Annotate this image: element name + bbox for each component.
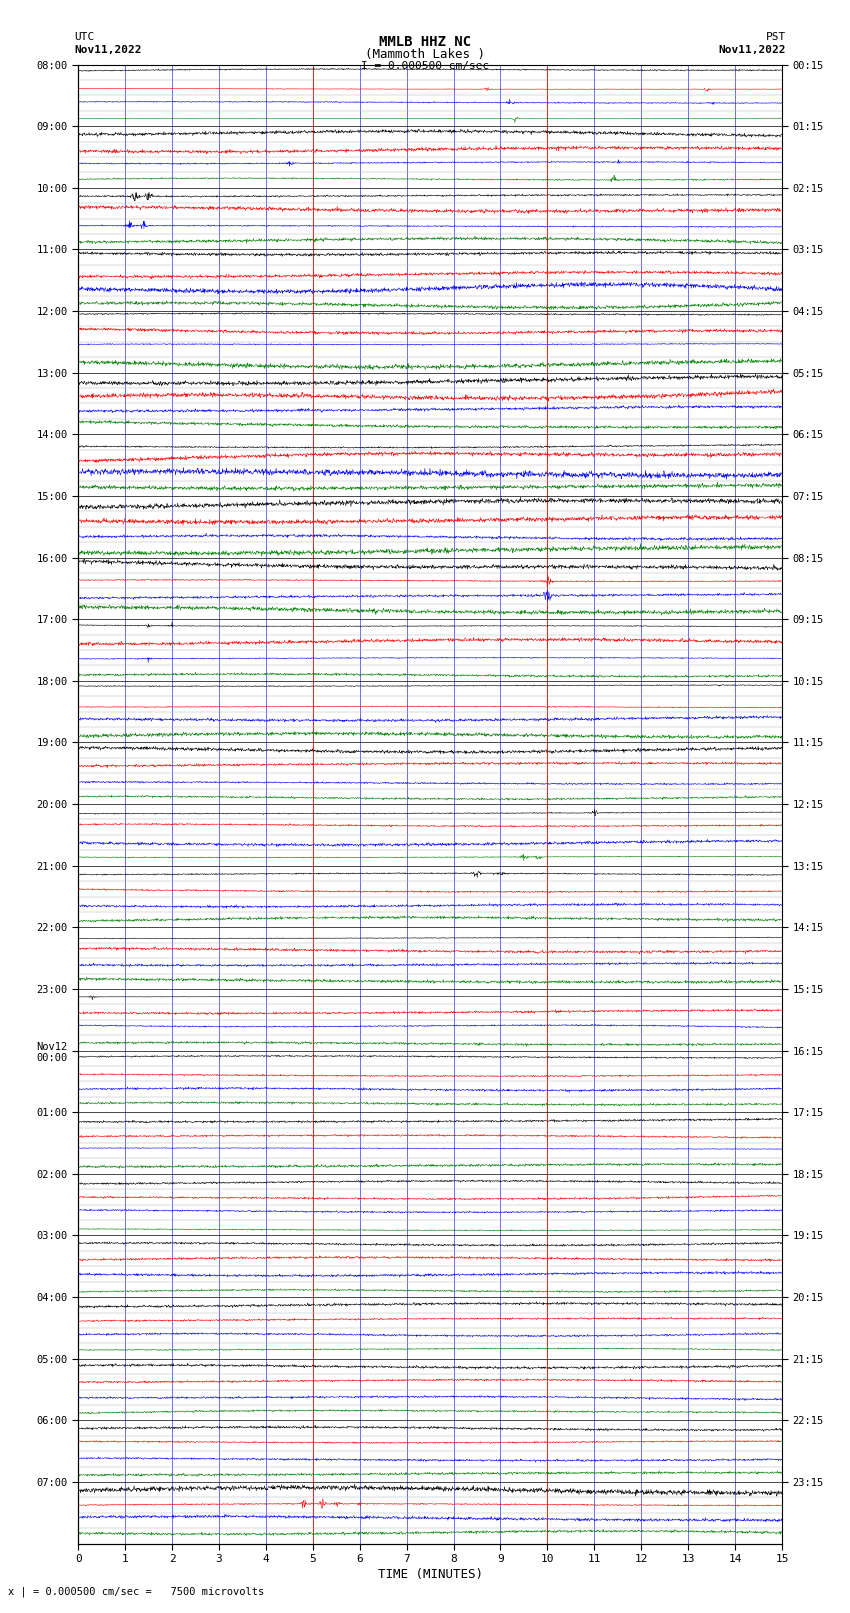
Text: Nov11,2022: Nov11,2022	[719, 45, 786, 55]
Text: UTC: UTC	[74, 32, 94, 42]
Text: I = 0.000500 cm/sec: I = 0.000500 cm/sec	[361, 61, 489, 71]
X-axis label: TIME (MINUTES): TIME (MINUTES)	[377, 1568, 483, 1581]
Text: (Mammoth Lakes ): (Mammoth Lakes )	[365, 48, 485, 61]
Text: PST: PST	[766, 32, 786, 42]
Text: Nov11,2022: Nov11,2022	[74, 45, 141, 55]
Text: MMLB HHZ NC: MMLB HHZ NC	[379, 35, 471, 50]
Text: x | = 0.000500 cm/sec =   7500 microvolts: x | = 0.000500 cm/sec = 7500 microvolts	[8, 1586, 264, 1597]
